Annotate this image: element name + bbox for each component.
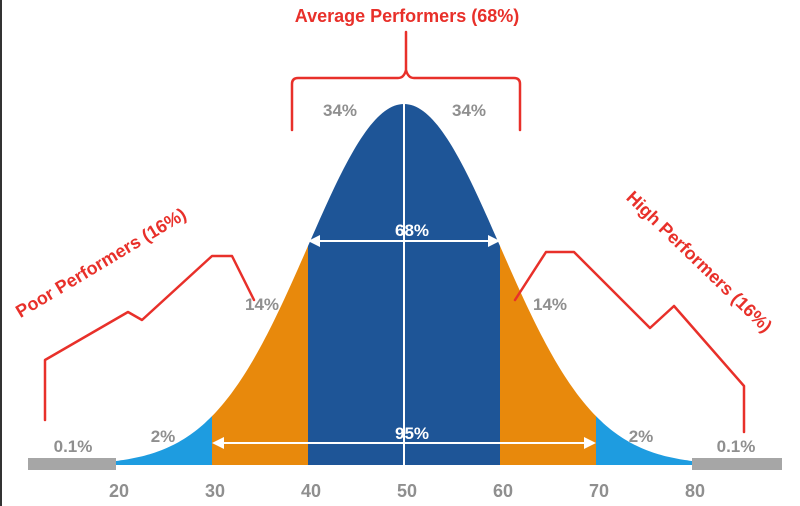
guide-lines (212, 104, 596, 465)
distribution-bands (116, 104, 692, 465)
bracket-average (290, 30, 522, 132)
bracket-poor (43, 254, 256, 422)
label-band-left-14: 14% (245, 295, 279, 314)
band-4 (404, 104, 500, 465)
x-tick-70: 70 (589, 481, 609, 501)
label-band-right-2: 2% (629, 427, 654, 446)
x-tick-50: 50 (397, 481, 417, 501)
x-tick-20: 20 (109, 481, 129, 501)
band-3 (308, 104, 404, 465)
x-tick-30: 30 (205, 481, 225, 501)
callout-poor: Poor Performers (16%) (12, 204, 190, 322)
arrow-span-68-head-right (488, 235, 500, 247)
label-band-left-2: 2% (151, 427, 176, 446)
bracket-high (513, 250, 746, 434)
band-6 (596, 416, 692, 465)
band-5 (500, 246, 596, 465)
label-band-right-14: 14% (533, 295, 567, 314)
arrow-span-68-head-left (308, 235, 320, 247)
label-band-far-left: 0.1% (54, 437, 93, 456)
arrow-span-95-head-right (584, 437, 596, 449)
callout-average: Average Performers (68%) (295, 6, 519, 26)
band-2 (212, 246, 308, 465)
band-left-tail (28, 458, 116, 470)
label-span-68: 68% (395, 221, 429, 240)
arrow-span-95-head-left (212, 437, 224, 449)
x-tick-60: 60 (493, 481, 513, 501)
band-right-tail (692, 458, 782, 470)
band-1 (116, 416, 212, 465)
label-span-95: 95% (395, 424, 429, 443)
x-tick-80: 80 (685, 481, 705, 501)
callout-high: High Performers (16%) (622, 187, 775, 336)
label-band-right-34: 34% (452, 101, 486, 120)
x-tick-40: 40 (301, 481, 321, 501)
label-band-left-34: 34% (323, 101, 357, 120)
x-axis-ticks: 20 30 40 50 60 70 80 (109, 481, 705, 501)
label-band-far-right: 0.1% (717, 437, 756, 456)
